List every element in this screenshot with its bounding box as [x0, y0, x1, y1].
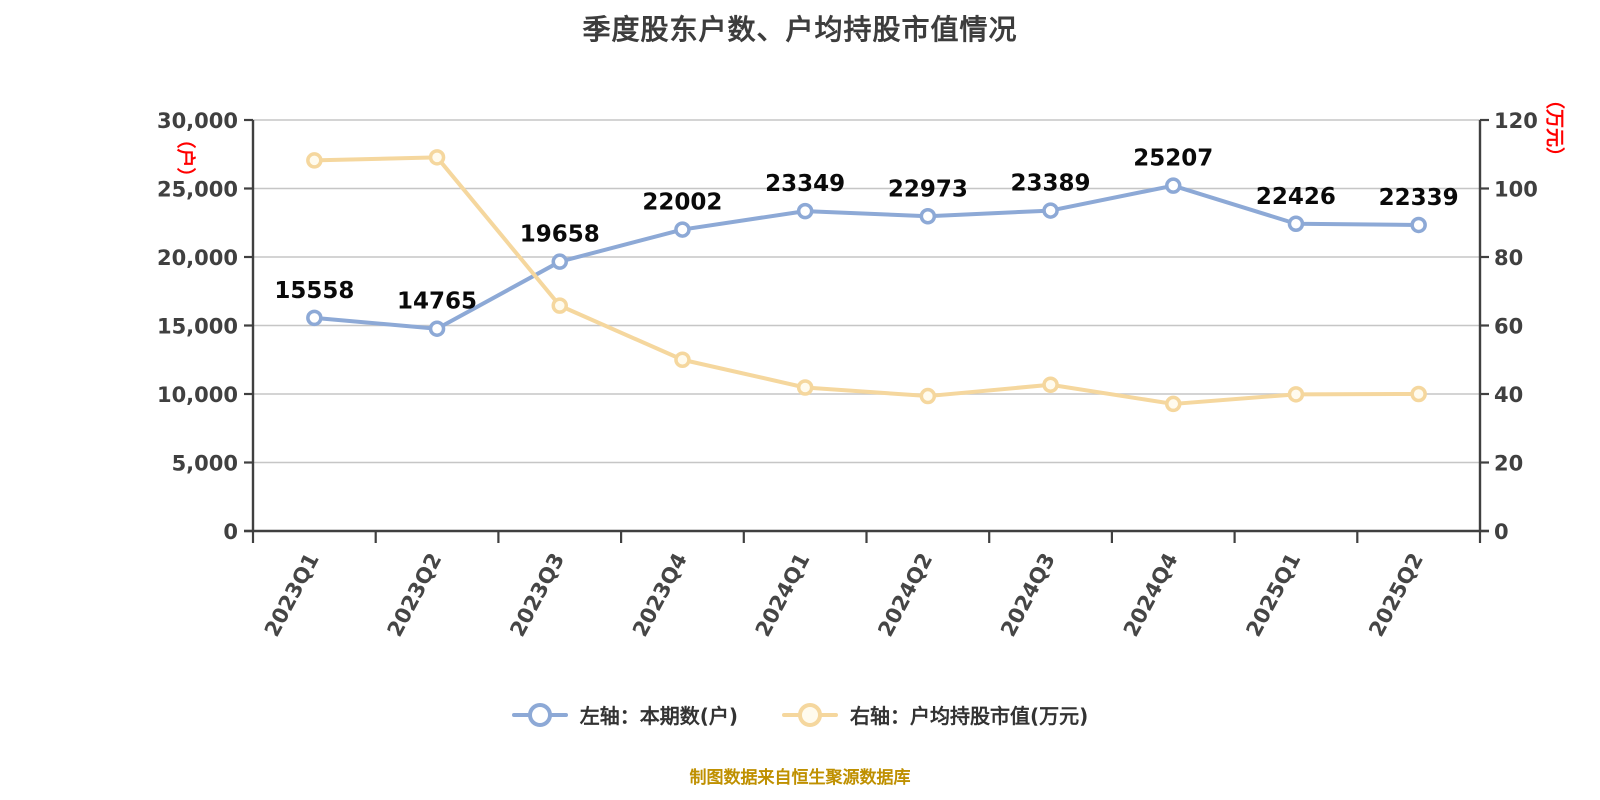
line-circle-marker-icon — [511, 702, 568, 727]
data-point-marker[interactable] — [306, 309, 323, 327]
source-note: 制图数据来自恒生聚源数据库 — [689, 768, 911, 788]
x-axis-label: 2024Q2 — [873, 549, 937, 641]
data-point-marker[interactable] — [674, 221, 691, 238]
legend: 左轴：本期数(户) 右轴：户均持股市值(万元) — [0, 700, 1600, 729]
series-line — [312, 183, 1421, 331]
data-point-marker[interactable] — [1165, 177, 1182, 194]
data-point-marker[interactable] — [306, 152, 323, 169]
left-y-axis-tick-label: 20,000 — [157, 246, 238, 270]
data-point-marker[interactable] — [919, 387, 937, 405]
left-y-axis-tick-label: 30,000 — [157, 109, 238, 133]
data-label: 23389 — [1011, 171, 1091, 197]
data-label: 22973 — [888, 176, 968, 202]
data-point-marker[interactable] — [428, 149, 446, 166]
right-y-axis-tick-label: 60 — [1494, 315, 1523, 339]
x-axis-label: 2024Q4 — [1119, 549, 1183, 641]
data-label: 22002 — [642, 190, 722, 216]
data-point-marker[interactable] — [551, 253, 568, 270]
data-point-marker[interactable] — [428, 320, 446, 337]
right-y-axis-tick-label: 80 — [1494, 246, 1523, 270]
data-label: 15558 — [274, 278, 354, 304]
data-label: 19658 — [520, 222, 600, 248]
data-point-marker[interactable] — [1410, 216, 1427, 234]
data-point-marker[interactable] — [674, 351, 691, 368]
data-point-marker[interactable] — [919, 208, 937, 225]
x-axis-label: 2023Q3 — [505, 549, 569, 641]
data-label: 22426 — [1256, 184, 1336, 210]
data-point-marker[interactable] — [1287, 386, 1305, 403]
series-line — [312, 155, 1421, 406]
data-label: 22339 — [1379, 185, 1459, 211]
x-axis-label: 2024Q3 — [996, 549, 1060, 641]
right-y-axis-tick-label: 40 — [1494, 383, 1523, 407]
data-point-marker[interactable] — [1042, 376, 1059, 394]
left-y-axis-tick-label: 15,000 — [157, 315, 238, 339]
plot-area: 0 5,000 10,000 15,000 20,000 25,000 30,000 0 20 4… — [157, 109, 1538, 641]
data-point-marker[interactable] — [1042, 202, 1059, 219]
data-point-marker[interactable] — [1287, 215, 1305, 233]
x-axis-label: 2023Q1 — [260, 549, 324, 641]
data-point-marker[interactable] — [796, 379, 814, 396]
right-y-axis-tick-label: 120 — [1494, 109, 1538, 133]
chart-title: 季度股东户数、户均持股市值情况 — [582, 13, 1018, 46]
data-label: 23349 — [765, 171, 845, 197]
legend-label: 左轴：本期数(户) — [579, 704, 738, 728]
right-y-axis-tick-label: 20 — [1494, 452, 1523, 476]
left-y-axis-tick-label: 5,000 — [172, 452, 238, 476]
data-point-marker[interactable] — [796, 202, 814, 220]
x-axis-label: 2025Q1 — [1241, 549, 1305, 641]
legend-label: 右轴：户均持股市值(万元) — [850, 704, 1089, 728]
x-axis-label: 2023Q2 — [383, 549, 447, 641]
data-point-marker[interactable] — [1165, 395, 1182, 413]
legend-dot — [798, 702, 822, 727]
data-point-marker[interactable] — [1410, 385, 1427, 403]
x-axis-label: 2024Q1 — [751, 549, 815, 641]
legend-item-shareholder-count[interactable]: 左轴：本期数(户) — [511, 700, 738, 729]
x-axis-label: 2025Q2 — [1364, 549, 1428, 641]
data-label: 14765 — [397, 289, 477, 315]
right-y-axis-tick-label: 100 — [1494, 178, 1538, 202]
data-label: 25207 — [1133, 146, 1213, 172]
line-circle-marker-icon — [782, 702, 838, 727]
x-axis-label: 2023Q4 — [628, 549, 692, 641]
right-y-axis-tick-label: 0 — [1494, 520, 1509, 544]
left-y-axis-tick-label: 25,000 — [157, 178, 238, 202]
legend-item-avg-holding-value[interactable]: 右轴：户均持股市值(万元) — [782, 700, 1088, 729]
left-y-axis-tick-label: 0 — [223, 520, 238, 544]
legend-dot — [527, 702, 552, 727]
data-point-marker[interactable] — [551, 297, 568, 314]
left-y-axis-tick-label: 10,000 — [157, 383, 238, 407]
